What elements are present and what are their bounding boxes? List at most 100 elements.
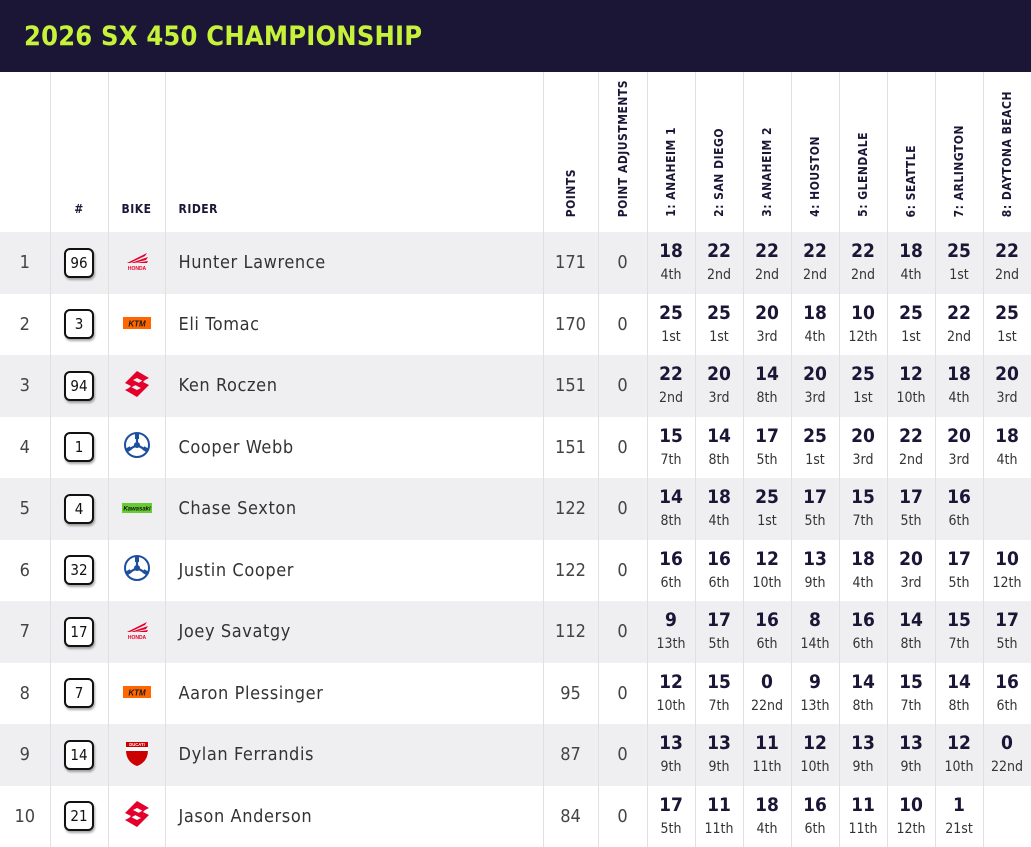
rider-number-plate: 94	[64, 371, 94, 401]
race-points: 13	[840, 732, 887, 754]
race-finish: 4th	[648, 265, 695, 285]
race-points: 15	[936, 609, 983, 631]
race-points: 18	[648, 240, 695, 262]
col-header-bike: BIKE	[108, 72, 165, 232]
race-finish: 12th	[840, 327, 887, 347]
rider-name[interactable]: Ken Roczen	[165, 355, 543, 417]
rider-number-plate: 3	[64, 309, 94, 339]
race-points: 22	[888, 425, 935, 447]
position-cell: 7	[0, 601, 50, 663]
race-finish: 7th	[696, 696, 743, 716]
rider-name[interactable]: Joey Savatgy	[165, 601, 543, 663]
race-points: 20	[936, 425, 983, 447]
race-finish: 13th	[792, 696, 839, 716]
race-finish: 4th	[792, 327, 839, 347]
rider-name[interactable]: Chase Sexton	[165, 478, 543, 540]
svg-text:KTM: KTM	[128, 319, 146, 328]
rider-number-cell: 7	[50, 663, 108, 725]
race-finish: 3rd	[744, 327, 791, 347]
rider-number-plate: 7	[64, 678, 94, 708]
race-points: 9	[792, 671, 839, 693]
race-points: 12	[744, 548, 791, 570]
race-finish: 2nd	[744, 265, 791, 285]
rider-number-plate: 32	[64, 555, 94, 585]
race-points: 22	[744, 240, 791, 262]
race-finish: 6th	[984, 696, 1031, 716]
ktm-logo-icon: KTM	[123, 315, 151, 334]
race-points: 22	[984, 240, 1031, 262]
race-finish: 14th	[792, 634, 839, 654]
point-adjustment-cell: 0	[598, 355, 647, 417]
honda-logo-icon: HONDA	[122, 627, 152, 646]
ducati-logo-icon: DUCATI	[123, 753, 151, 772]
race-points: 16	[984, 671, 1031, 693]
race-points: 25	[840, 363, 887, 385]
race-finish: 1st	[984, 327, 1031, 347]
col-header-race-4: 4: HOUSTON	[791, 72, 839, 232]
bike-cell: KTM	[108, 294, 165, 356]
race-points: 16	[696, 548, 743, 570]
race-points: 13	[888, 732, 935, 754]
svg-text:HONDA: HONDA	[127, 635, 146, 641]
svg-text:HONDA: HONDA	[127, 266, 146, 272]
suzuki-logo-icon	[122, 813, 152, 832]
race-finish: 10th	[888, 388, 935, 408]
point-adjustment-cell: 0	[598, 724, 647, 786]
rider-name[interactable]: Eli Tomac	[165, 294, 543, 356]
race-finish: 8th	[840, 696, 887, 716]
point-adjustment-cell: 0	[598, 232, 647, 294]
race-points: 15	[840, 486, 887, 508]
rider-name[interactable]: Aaron Plessinger	[165, 663, 543, 725]
rider-name[interactable]: Dylan Ferrandis	[165, 724, 543, 786]
race-finish: 9th	[888, 757, 935, 777]
page-title: 2026 SX 450 CHAMPIONSHIP	[24, 21, 422, 52]
race-points: 18	[936, 363, 983, 385]
race-points: 14	[648, 486, 695, 508]
col-header-race-8: 8: DAYTONA BEACH	[983, 72, 1031, 232]
rider-name[interactable]: Hunter Lawrence	[165, 232, 543, 294]
rider-name[interactable]: Cooper Webb	[165, 417, 543, 479]
position-cell: 8	[0, 663, 50, 725]
bike-cell: HONDA	[108, 232, 165, 294]
race-finish: 9th	[696, 757, 743, 777]
position-cell: 4	[0, 417, 50, 479]
race-points: 11	[696, 794, 743, 816]
race-points: 17	[888, 486, 935, 508]
race-finish: 13th	[648, 634, 695, 654]
race-finish: 9th	[840, 757, 887, 777]
race-finish: 1st	[744, 511, 791, 531]
rider-number-plate: 4	[64, 494, 94, 524]
race-points: 25	[648, 302, 695, 324]
race-finish: 9th	[792, 573, 839, 593]
rider-name[interactable]: Justin Cooper	[165, 540, 543, 602]
